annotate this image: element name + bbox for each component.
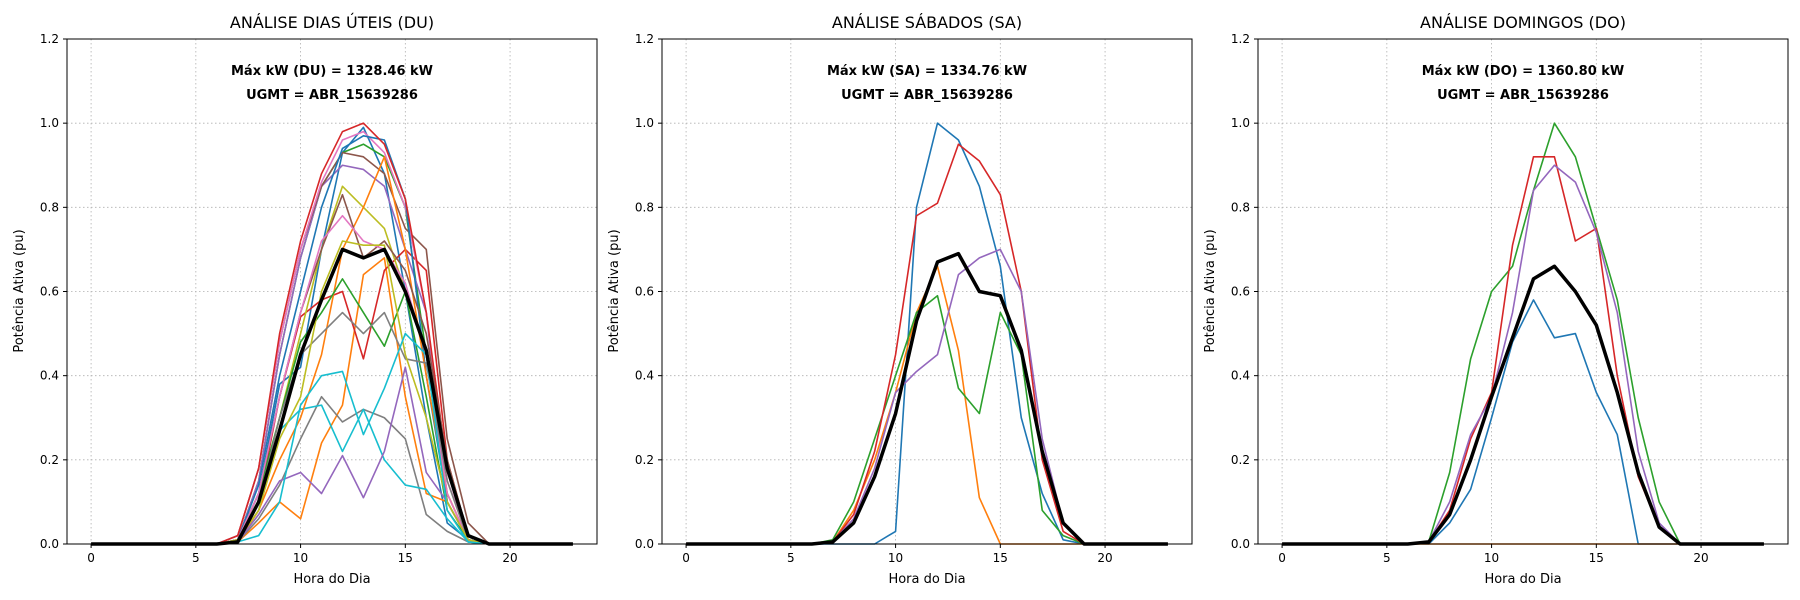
grid	[1258, 38, 1788, 545]
chart-title: ANÁLISE SÁBADOS (SA)	[832, 13, 1022, 32]
chart-title: ANÁLISE DIAS ÚTEIS (DU)	[230, 13, 434, 32]
y-axis-label: Potência Ativa (pu)	[607, 229, 622, 352]
x-tick-label: 0	[1278, 551, 1286, 565]
x-tick-label: 10	[888, 551, 903, 565]
x-tick-label: 10	[293, 551, 308, 565]
x-tick-label: 20	[1097, 551, 1112, 565]
annotation-ugmt: UGMT = ABR_15639286	[246, 88, 418, 103]
x-tick-label: 10	[1484, 551, 1499, 565]
y-tick-label: 0.0	[40, 537, 59, 551]
y-tick-label: 1.2	[1231, 32, 1250, 46]
x-ticks: 0 5 10 15 20	[87, 544, 518, 565]
y-ticks: 0.0 0.2 0.4 0.6 0.8 1.0 1.2	[635, 32, 662, 551]
y-axis-label: Potência Ativa (pu)	[12, 229, 27, 352]
x-tick-label: 20	[1693, 551, 1708, 565]
annotation-ugmt: UGMT = ABR_15639286	[1437, 88, 1609, 103]
y-tick-label: 0.6	[40, 285, 59, 299]
series-line-8	[91, 395, 573, 545]
series-line-5	[1282, 164, 1764, 545]
series-line-1	[1282, 299, 1764, 545]
x-tick-label: 5	[1383, 551, 1391, 565]
average-series-line	[91, 247, 573, 546]
y-tick-label: 1.2	[40, 32, 59, 46]
y-tick-label: 0.8	[40, 200, 59, 214]
grid	[67, 38, 597, 545]
series-lines	[686, 122, 1168, 546]
series-line-4	[686, 143, 1168, 545]
series-line-15	[91, 366, 573, 545]
series-line-14	[91, 122, 573, 545]
series-line-13	[91, 278, 573, 545]
annotation-max-kw: Máx kW (DO) = 1360.80 kW	[1422, 64, 1625, 79]
y-tick-label: 0.4	[1231, 369, 1250, 383]
series-line-7	[91, 130, 573, 545]
y-tick-label: 0.4	[635, 369, 654, 383]
y-axis-label: Potência Ativa (pu)	[1203, 229, 1218, 352]
series-line-1	[91, 126, 573, 545]
y-tick-label: 0.0	[1231, 537, 1250, 551]
series-line-4	[1282, 156, 1764, 545]
series-line-1	[686, 122, 1168, 545]
x-tick-label: 0	[87, 551, 95, 565]
y-tick-label: 1.0	[635, 116, 654, 130]
x-tick-label: 5	[787, 551, 795, 565]
series-line-11	[91, 134, 573, 545]
series-lines	[91, 122, 573, 546]
x-ticks: 0 5 10 15 20	[1278, 544, 1709, 565]
panel-saturdays: 0.0 0.2 0.4 0.6 0.8 1.0 1.2 0 5 10 15 20 ANÁLISE S…	[607, 13, 1193, 587]
panel-weekdays: 0.0 0.2 0.4 0.6 0.8 1.0 1.2 0 5 10 15 20 ANÁLISE D…	[12, 13, 598, 587]
x-tick-label: 15	[1589, 551, 1604, 565]
annotation-max-kw: Máx kW (DU) = 1328.46 kW	[231, 64, 433, 79]
y-tick-label: 0.2	[635, 453, 654, 467]
average-series-line	[686, 251, 1168, 546]
annotation-ugmt: UGMT = ABR_15639286	[841, 88, 1013, 103]
y-tick-label: 0.4	[40, 369, 59, 383]
x-tick-label: 0	[682, 551, 690, 565]
series-line-16	[91, 193, 573, 545]
x-tick-label: 15	[398, 551, 413, 565]
y-tick-label: 0.2	[40, 453, 59, 467]
average-series-line	[1282, 264, 1764, 546]
series-line-9	[91, 185, 573, 545]
y-tick-label: 1.2	[635, 32, 654, 46]
x-axis-label: Hora do Dia	[888, 572, 965, 587]
chart-title: ANÁLISE DOMINGOS (DO)	[1420, 13, 1626, 32]
series-line-3	[686, 294, 1168, 545]
series-line-19	[91, 240, 573, 545]
y-tick-label: 0.0	[635, 537, 654, 551]
series-line-20	[91, 332, 573, 545]
y-ticks: 0.0 0.2 0.4 0.6 0.8 1.0 1.2	[40, 32, 67, 551]
series-line-12	[91, 156, 573, 545]
panel-sundays: 0.0 0.2 0.4 0.6 0.8 1.0 1.2 0 5 10 15 20 ANÁLISE D…	[1203, 13, 1789, 587]
y-tick-label: 1.0	[1231, 116, 1250, 130]
series-line-6	[91, 151, 573, 545]
y-tick-label: 1.0	[40, 116, 59, 130]
series-line-2	[686, 265, 1168, 545]
x-tick-label: 5	[192, 551, 200, 565]
y-tick-label: 0.6	[635, 285, 654, 299]
y-tick-label: 0.8	[1231, 200, 1250, 214]
x-axis-label: Hora do Dia	[293, 572, 370, 587]
series-line-3	[1282, 122, 1764, 545]
y-tick-label: 0.6	[1231, 285, 1250, 299]
x-ticks: 0 5 10 15 20	[682, 544, 1113, 565]
y-tick-label: 0.2	[1231, 453, 1250, 467]
y-tick-label: 0.8	[635, 200, 654, 214]
x-tick-label: 15	[993, 551, 1008, 565]
series-line-4	[91, 248, 573, 545]
series-lines	[1282, 122, 1764, 546]
x-tick-label: 20	[502, 551, 517, 565]
annotation-max-kw: Máx kW (SA) = 1334.76 kW	[827, 64, 1027, 79]
y-ticks: 0.0 0.2 0.4 0.6 0.8 1.0 1.2	[1231, 32, 1258, 551]
x-axis-label: Hora do Dia	[1484, 572, 1561, 587]
